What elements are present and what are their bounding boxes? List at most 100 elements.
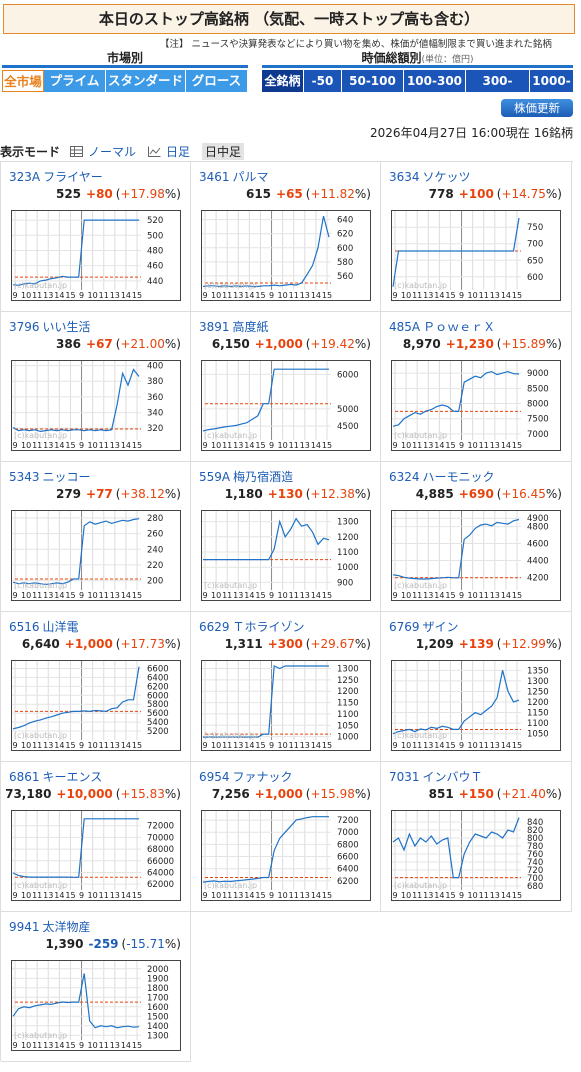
stock-name-link[interactable]: ハーモニック [422,470,495,484]
y-tick-label: 62000 [147,880,174,890]
stock-name-link[interactable]: ソケッツ [422,170,471,184]
stock-name-link[interactable]: 梅乃宿酒造 [233,470,294,484]
stock-code-link[interactable]: 3796 [9,320,40,334]
y-tick-label: 220 [147,561,163,571]
stock-name-link[interactable]: ザイン [422,620,459,634]
stock-code-link[interactable]: 6769 [389,620,420,634]
stock-name-link[interactable]: Ｔホライゾン [232,620,305,634]
stock-title: 6954 ファナック [199,768,293,785]
stock-code-link[interactable]: 3891 [199,320,230,334]
status-date: 2026年04月27日 [370,126,468,140]
y-tick-label: 1250 [337,676,359,686]
y-tick-label: 680 [527,882,543,892]
stock-code-link[interactable]: 559A [199,470,231,484]
cap-300-1000-button[interactable]: 300-1000 [466,70,530,110]
stock-code-link[interactable]: 3634 [389,170,420,184]
watermark: (c)kabutan.jp [204,731,257,740]
y-tick-label: 6000 [147,691,169,701]
stock-change-pct-value: +21.00 [120,337,165,351]
stock-name-link[interactable]: 山洋電 [42,620,79,634]
watermark: (c)kabutan.jp [14,731,67,740]
stock-code-link[interactable]: 7031 [389,770,420,784]
stock-name-link[interactable]: ＰｏｗｅｒＸ [423,320,496,334]
cap-over1000-button[interactable]: 1000- [530,70,573,92]
y-tick-label: 4600 [527,540,549,550]
stock-name-link[interactable]: ニッコー [42,470,91,484]
stock-code-link[interactable]: 5343 [9,470,40,484]
stock-price: 1,180 [224,487,263,501]
x-tick-label: 11 [479,291,489,300]
stock-code-link[interactable]: 6629 [199,620,230,634]
x-tick-label: 13 [43,591,53,600]
stock-name-link[interactable]: インバウＴ [422,770,483,784]
x-tick-label: 13 [490,291,500,300]
stock-code-link[interactable]: 9941 [9,920,40,934]
stock-code-link[interactable]: 3461 [199,170,230,184]
y-tick-label: 1400 [147,1022,169,1032]
stock-change-pct-value: +15.98 [310,787,355,801]
cap-all-button[interactable]: 全銘柄 [262,70,304,92]
x-tick-label: 14 [121,1041,131,1050]
y-tick-label: 750 [527,223,543,233]
x-tick-label: 11 [222,591,232,600]
stock-code-link[interactable]: 6516 [9,620,40,634]
x-tick-label: 14 [54,591,64,600]
market-all-button[interactable]: 全市場 [2,70,44,92]
stock-name-link[interactable]: 高度紙 [232,320,269,334]
stock-code-link[interactable]: 6954 [199,770,230,784]
stock-name-link[interactable]: いい生活 [42,320,91,334]
stock-code-link[interactable]: 6324 [389,470,420,484]
x-tick-label: 15 [132,591,142,600]
x-tick-label: 13 [110,591,120,600]
stock-change: +139 [458,637,494,651]
x-tick-label: 13 [110,1041,120,1050]
stock-name-link[interactable]: フライヤー [43,170,103,184]
x-tick-label: 14 [501,891,511,900]
market-prime-button[interactable]: プライム [44,70,106,92]
x-tick-label: 14 [54,741,64,750]
view-normal-option[interactable]: ノーマル [70,143,136,160]
view-intraday-label: 日中足 [205,144,242,159]
stock-code-link[interactable]: 323A [9,170,41,184]
x-tick-label: 11 [412,891,422,900]
cap-under50-button[interactable]: -50 [304,70,342,92]
stock-name-link[interactable]: パルマ [232,170,269,184]
x-tick-label: 11 [222,441,232,450]
stock-change-pct: (+17.98%) [115,187,181,201]
y-tick-label: 700 [527,874,543,884]
x-tick-label: 10 [211,441,221,450]
cap-100-300-button[interactable]: 100-300 [404,70,466,92]
market-standard-button[interactable]: スタンダード [106,70,186,92]
view-daily-option[interactable]: 日足 [148,143,190,160]
stock-code-link[interactable]: 6861 [9,770,40,784]
stock-name-link[interactable]: ファナック [232,770,293,784]
market-filter: 全市場 プライム スタンダード グロース [2,70,248,92]
stock-name-link[interactable]: キーエンス [42,770,103,784]
cap-50-100-button[interactable]: 50-100 [342,70,404,92]
stock-code-link[interactable]: 485A [389,320,421,334]
stock-change: +1,000 [254,787,303,801]
stock-price: 279 [55,487,82,501]
view-intraday-option[interactable]: 日中足 [202,142,245,160]
market-growth-button[interactable]: グロース [186,70,248,92]
x-tick-label: 13 [300,591,310,600]
stock-name-link[interactable]: 太洋物産 [42,920,91,934]
refresh-price-button[interactable]: 株価更新 [501,99,573,117]
x-tick-label: 9 [12,741,17,750]
